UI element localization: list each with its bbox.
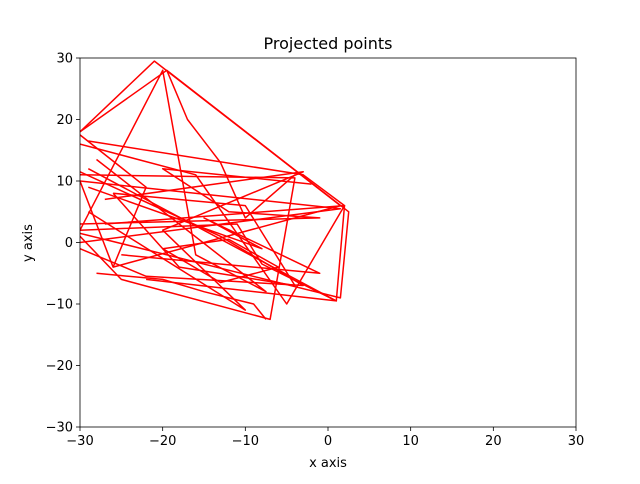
data-line-16: [80, 167, 321, 225]
y-tick-label: 0: [65, 236, 73, 251]
data-line-7: [80, 171, 304, 287]
data-line-11: [162, 238, 280, 284]
data-line-12: [87, 171, 304, 311]
y-axis-label: y axis: [21, 224, 36, 262]
y-tick-label: 30: [56, 52, 73, 67]
x-axis-ticks: −30 −20 −10 0 10 20 30: [66, 427, 584, 449]
data-line-14: [166, 70, 296, 219]
data-line-6: [80, 69, 267, 293]
x-tick-label: −10: [232, 434, 259, 449]
x-tick-label: 0: [324, 434, 332, 449]
data-line-0: [80, 69, 350, 299]
x-tick-label: 30: [568, 434, 585, 449]
y-tick-label: 10: [56, 175, 73, 190]
y-axis-ticks: −30 −20 −10 0 10 20 30: [46, 52, 80, 436]
x-tick-label: −20: [149, 434, 176, 449]
y-tick-label: −30: [46, 421, 73, 436]
data-line-4: [80, 174, 296, 321]
x-axis-label: x axis: [309, 456, 347, 471]
x-tick-label: 10: [402, 434, 419, 449]
chart-title: Projected points: [264, 34, 393, 53]
x-tick-label: 20: [485, 434, 502, 449]
y-tick-label: −20: [46, 359, 73, 374]
data-line-10: [88, 186, 321, 275]
y-tick-label: −10: [46, 298, 73, 313]
data-line-9: [80, 223, 338, 302]
data-line-13: [80, 143, 346, 305]
data-line-8: [112, 192, 296, 287]
y-tick-label: 20: [56, 113, 73, 128]
x-tick-label: −30: [66, 434, 93, 449]
plot-area: [80, 60, 350, 321]
data-line-15: [96, 272, 267, 320]
